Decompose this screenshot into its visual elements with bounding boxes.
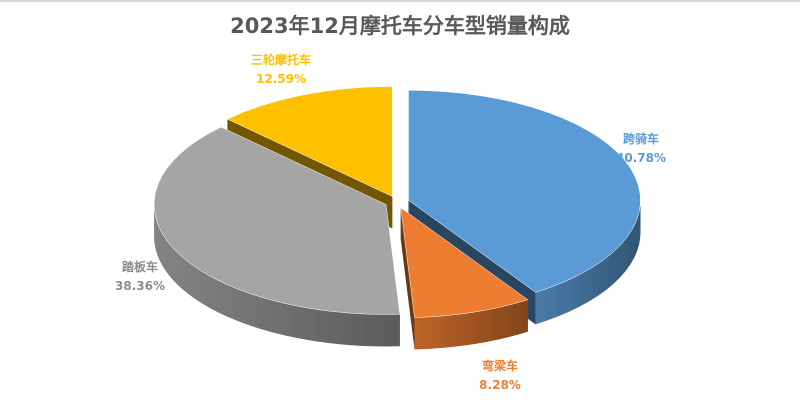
- data-label-name: 弯梁车: [481, 359, 519, 373]
- data-label-name: 跨骑车: [622, 132, 660, 146]
- pie-slice-踏板车: [153, 126, 401, 315]
- data-label-1: 弯梁车 8.28%: [479, 357, 521, 395]
- slice-outer-wall-0: [535, 200, 641, 325]
- pie-slice-跨骑车: [408, 90, 641, 293]
- pie-slice-弯梁车: [400, 207, 529, 318]
- data-label-value: 8.28%: [479, 378, 521, 392]
- data-label-value: 40.78%: [616, 151, 666, 165]
- data-label-2: 踏板车 38.36%: [115, 258, 165, 296]
- slice-tops: [153, 86, 641, 318]
- slice-radial-wall-1-1: [400, 207, 415, 350]
- data-label-value: 38.36%: [115, 279, 165, 293]
- data-label-3: 三轮摩托车 12.59%: [251, 51, 311, 89]
- data-label-0: 跨骑车 40.78%: [616, 130, 666, 168]
- data-label-name: 三轮摩托车: [250, 53, 312, 67]
- pie-slice-三轮摩托车: [226, 86, 393, 197]
- slice-outer-wall-1: [414, 299, 528, 350]
- data-label-value: 12.59%: [256, 72, 306, 86]
- chart-title: 2023年12月摩托车分车型销量构成: [230, 14, 570, 38]
- slice-outer-wall-2: [154, 204, 400, 347]
- data-label-name: 踏板车: [121, 260, 159, 274]
